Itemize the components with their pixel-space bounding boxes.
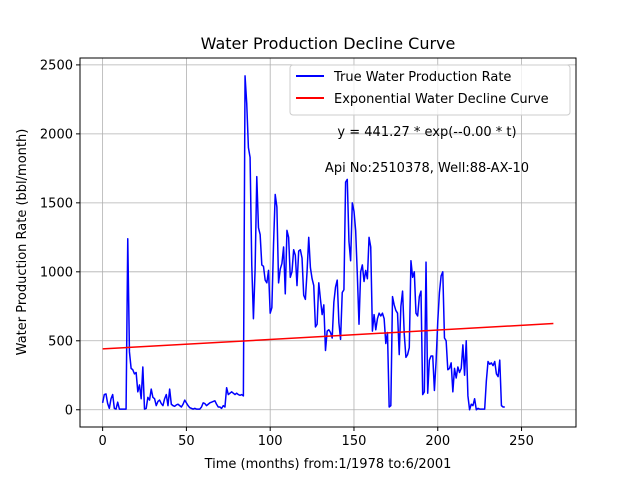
y-tick-label: 1000 — [40, 265, 73, 280]
legend: True Water Production Rate Exponential W… — [289, 64, 571, 116]
x-tick-label: 250 — [509, 434, 534, 449]
well-annotation: Api No:2510378, Well:88-AX-10 — [325, 161, 529, 176]
x-axis-label: Time (months) from:1/1978 to:6/2001 — [204, 457, 452, 472]
y-tick-label: 0 — [65, 403, 73, 418]
plot-lines — [101, 75, 554, 411]
y-tick-label: 2000 — [40, 127, 73, 142]
legend-label-decline-curve: Exponential Water Decline Curve — [334, 92, 549, 107]
x-tick-label: 100 — [258, 434, 283, 449]
plot-area-frame — [79, 57, 577, 428]
legend-label-true-rate: True Water Production Rate — [333, 70, 511, 85]
x-tick-label: 0 — [98, 434, 106, 449]
y-tick-label: 1500 — [40, 196, 73, 211]
grid-lines — [80, 58, 576, 427]
y-tick-label: 2500 — [40, 58, 73, 73]
series-exponential-decline — [102, 322, 554, 350]
x-tick-label: 150 — [342, 434, 367, 449]
y-tick-label: 500 — [48, 334, 73, 349]
chart-title: Water Production Decline Curve — [201, 34, 456, 53]
legend-box — [289, 64, 571, 116]
y-axis-label: Water Production Rate (bbl/month) — [15, 129, 30, 356]
series-true-water-rate — [101, 75, 505, 411]
equation-annotation: y = 441.27 * exp(--0.00 * t) — [337, 125, 516, 140]
x-tick-label: 50 — [178, 434, 195, 449]
x-tick-label: 200 — [425, 434, 450, 449]
